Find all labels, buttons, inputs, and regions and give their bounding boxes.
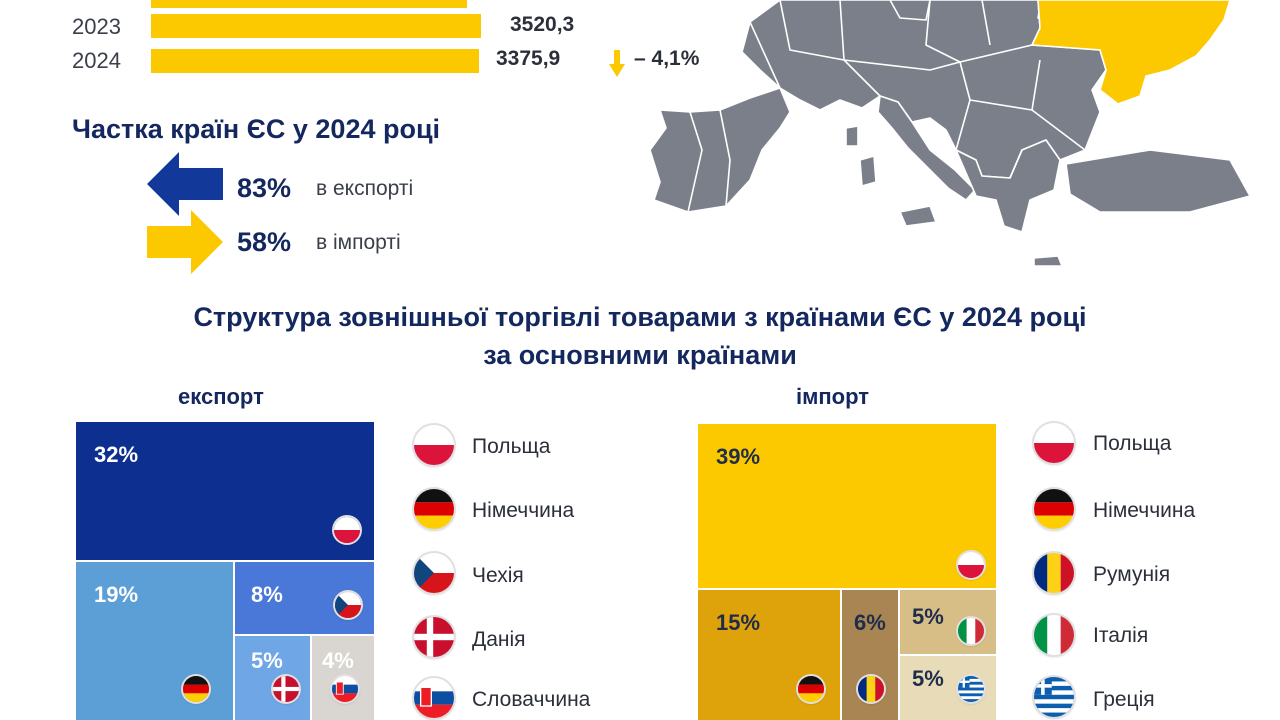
export-tile-denmark: 5%	[235, 636, 310, 720]
import-italy-flag-icon	[958, 618, 984, 644]
trade-change-label: – 4,1%	[634, 47, 700, 70]
export-legend-czechia: Чехія	[472, 564, 524, 587]
export-share-label: в експорті	[316, 177, 414, 200]
denmark-flag-icon	[273, 676, 299, 702]
legend-import-germany-flag-icon	[1034, 489, 1074, 529]
legend-import-romania-flag-icon	[1034, 553, 1074, 593]
import-legend-greece: Греція	[1093, 688, 1155, 711]
import-arrow-icon	[147, 210, 223, 274]
legend-import-italy-flag-icon	[1034, 615, 1074, 655]
trade-value-2023: 3520,3	[510, 13, 575, 36]
trade-bar-2023	[151, 14, 481, 38]
legend-slovakia-flag-icon	[414, 678, 454, 718]
legend-denmark-flag-icon	[414, 617, 454, 657]
import-poland-flag-icon	[958, 552, 984, 578]
import-tile-label-romania: 6%	[854, 610, 886, 635]
year-label-2024: 2024	[72, 48, 121, 73]
legend-czechia-flag-icon	[414, 553, 454, 593]
export-tile-label-denmark: 5%	[251, 648, 283, 673]
export-panel-title: експорт	[178, 384, 264, 409]
import-tile-label-germany: 15%	[716, 610, 761, 635]
structure-title-line2: за основними країнами	[483, 340, 797, 370]
export-legend-germany: Німеччина	[472, 499, 575, 522]
export-tile-czechia: 8%	[235, 562, 374, 634]
import-share-pct: 58%	[237, 227, 292, 257]
import-tile-label-italy: 5%	[912, 604, 944, 629]
trade-bar-prev	[151, 0, 467, 8]
import-tile-label-poland: 39%	[716, 444, 761, 469]
export-tile-label-czechia: 8%	[251, 582, 283, 607]
legend-germany-flag-icon	[414, 489, 454, 529]
structure-title-line1: Структура зовнішньої торгівлі товарами з…	[193, 302, 1087, 332]
legend-import-greece-flag-icon	[1034, 677, 1074, 717]
export-legend-poland: Польща	[472, 435, 551, 458]
import-tile-germany: 15%	[698, 590, 840, 720]
export-share-pct: 83%	[237, 173, 292, 203]
export-legend-denmark: Данія	[472, 628, 526, 651]
import-legend-romania: Румунія	[1093, 563, 1171, 586]
year-label-2023: 2023	[72, 14, 121, 39]
import-tile-romania: 6%	[842, 590, 898, 720]
import-legend-italy: Італія	[1093, 624, 1149, 647]
import-tile-poland: 39%	[698, 424, 996, 588]
export-arrow-icon	[147, 152, 223, 216]
poland-flag-icon	[334, 517, 360, 543]
legend-import-poland-flag-icon	[1034, 423, 1074, 463]
import-germany-flag-icon	[798, 676, 824, 702]
import-panel-title: імпорт	[796, 384, 870, 409]
import-greece-flag-icon	[958, 676, 984, 702]
legend-poland-flag-icon	[414, 425, 454, 465]
europe-map	[649, 0, 1250, 267]
share-title: Частка країн ЄС у 2024 році	[72, 114, 441, 144]
germany-flag-icon	[183, 676, 209, 702]
export-tile-label-germany: 19%	[94, 582, 139, 607]
import-share-label: в імпорті	[316, 231, 401, 254]
export-tile-poland: 32%	[76, 422, 374, 560]
slovakia-flag-icon	[332, 676, 358, 702]
import-legend-germany: Німеччина	[1093, 499, 1196, 522]
import-tile-label-greece: 5%	[912, 666, 944, 691]
import-romania-flag-icon	[858, 676, 884, 702]
export-tile-label-slovakia: 4%	[322, 648, 354, 673]
export-tile-slovakia: 4%	[312, 636, 374, 720]
export-legend-slovakia: Словаччина	[472, 688, 591, 711]
trade-value-2024: 3375,9	[496, 47, 561, 70]
export-tile-germany: 19%	[76, 562, 233, 720]
czechia-flag-icon	[335, 592, 361, 618]
trade-bar-2024	[151, 49, 479, 73]
import-tile-italy: 5%	[900, 590, 996, 654]
export-tile-label-poland: 32%	[94, 442, 139, 467]
down-arrow-icon	[609, 50, 625, 77]
import-legend-poland: Польща	[1093, 432, 1172, 455]
import-tile-greece: 5%	[900, 656, 996, 720]
